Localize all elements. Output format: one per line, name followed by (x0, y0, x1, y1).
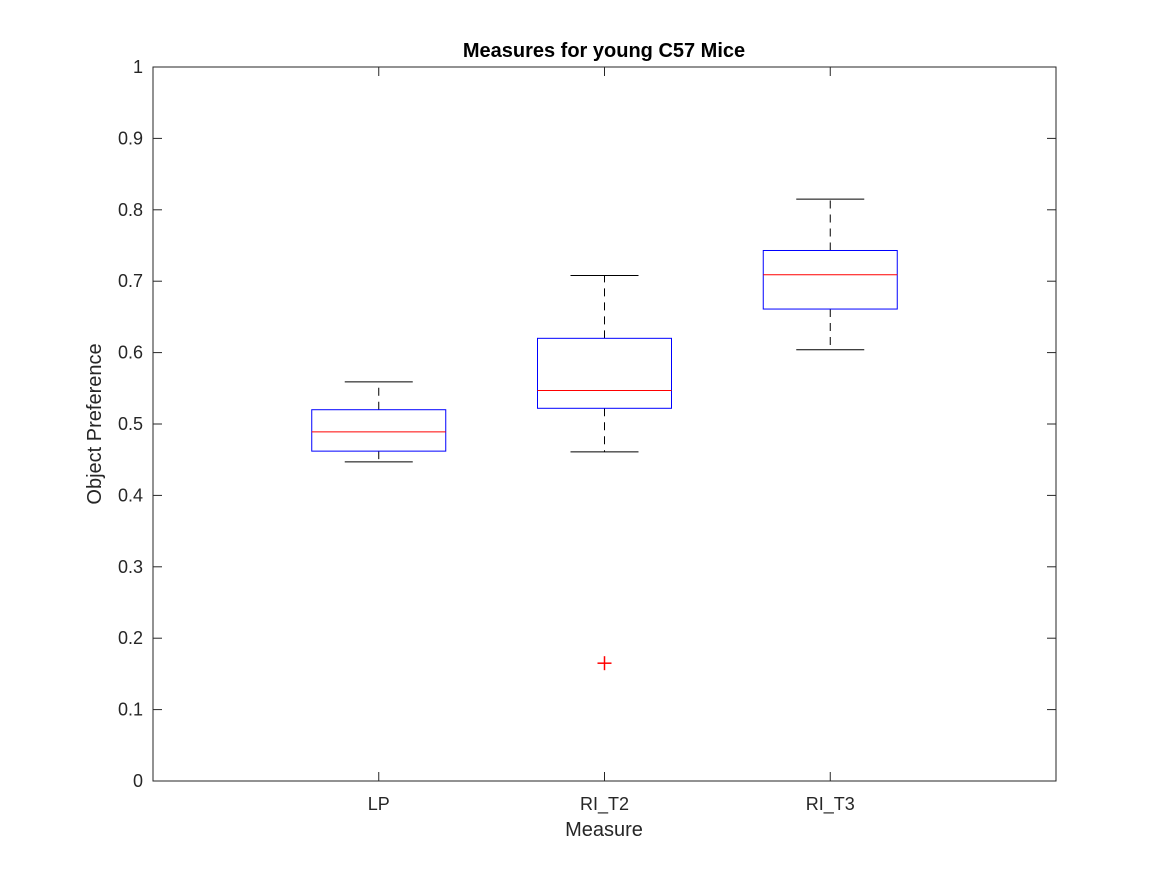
y-tick-label: 0.6 (118, 343, 143, 363)
x-axis-label: Measure (565, 819, 643, 841)
outlier-marker (597, 656, 612, 671)
y-tick-label: 0.5 (118, 414, 143, 434)
box-group (311, 381, 447, 463)
x-tick-label: RI_T2 (580, 794, 629, 815)
box-iqr (537, 337, 672, 409)
box-series (311, 198, 898, 671)
box-group (537, 274, 672, 671)
y-tick-label: 0.1 (118, 700, 143, 720)
x-axis: LP RI_T2 RI_T3 (368, 67, 855, 815)
box-group (762, 198, 898, 351)
x-tick-label: RI_T3 (806, 794, 855, 815)
y-tick-label: 0 (133, 771, 143, 791)
y-tick-label: 0.7 (118, 271, 143, 291)
y-tick-label: 0.3 (118, 557, 143, 577)
box-iqr (762, 249, 898, 310)
box-iqr (311, 409, 447, 452)
y-axis-label: Object Preference (84, 343, 106, 504)
y-axis: 0 0.1 0.2 0.3 0.4 0.5 0.6 0.7 0.8 0.9 1 (118, 57, 1056, 791)
y-tick-label: 0.4 (118, 485, 143, 505)
y-tick-label: 0.8 (118, 200, 143, 220)
y-tick-label: 0.9 (118, 128, 143, 148)
chart-title: Measures for young C57 Mice (463, 40, 745, 62)
y-tick-label: 0.2 (118, 628, 143, 648)
y-tick-label: 1 (133, 57, 143, 77)
x-tick-label: LP (368, 794, 390, 814)
